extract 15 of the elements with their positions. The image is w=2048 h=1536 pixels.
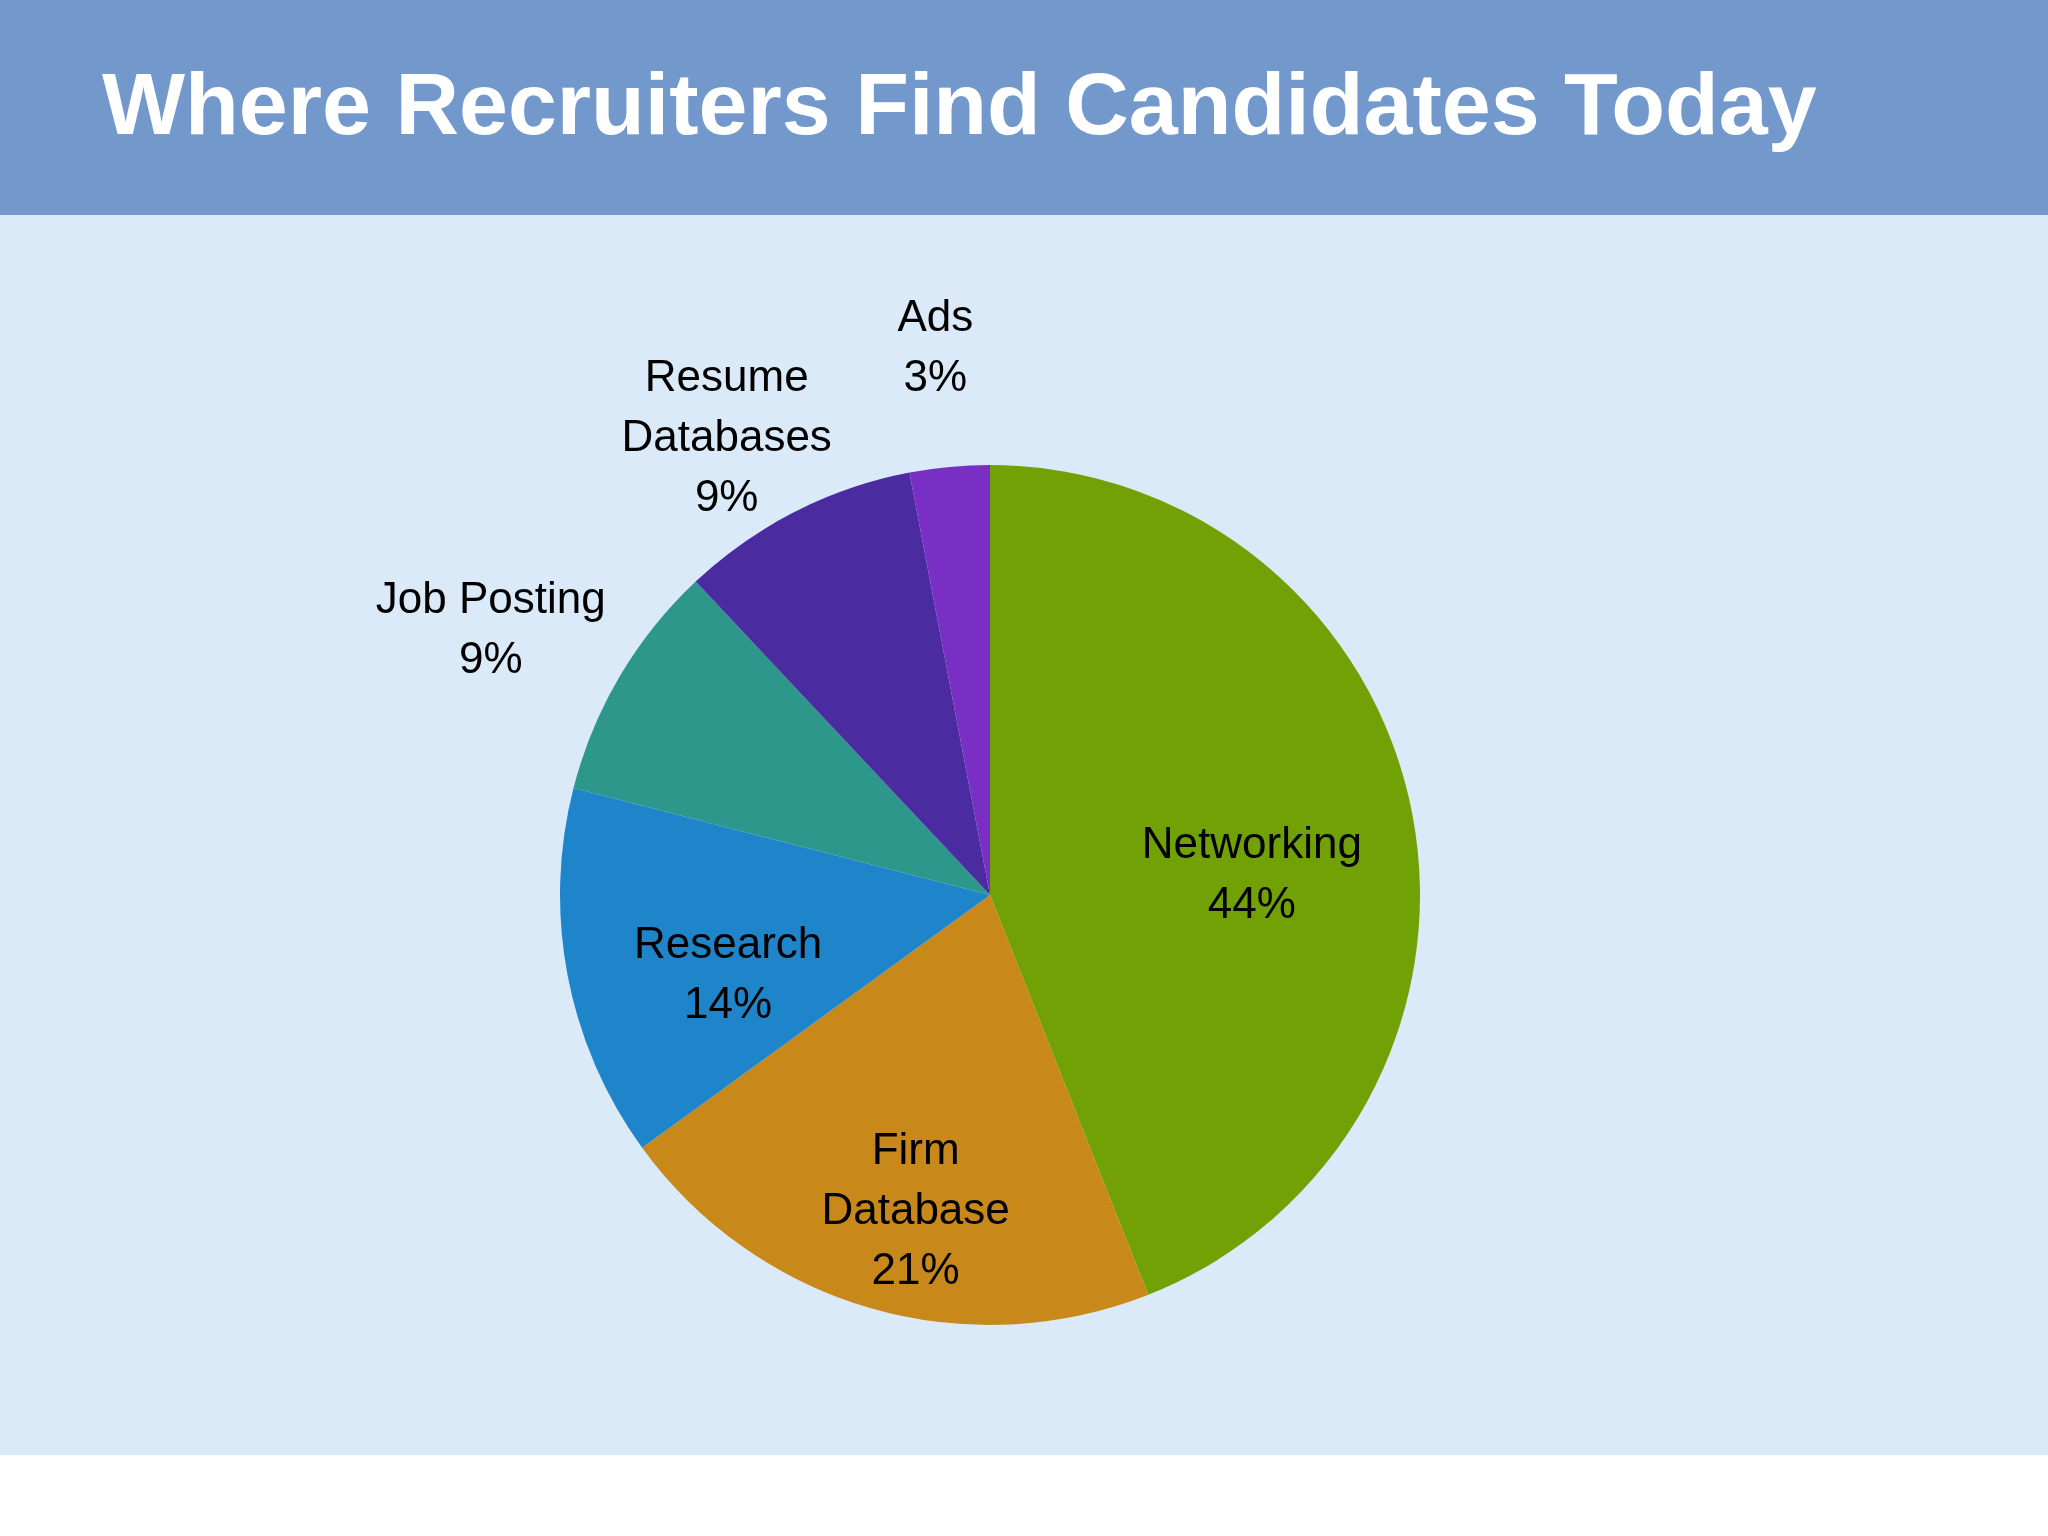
slice-label: Ads: [897, 290, 974, 340]
slice-label: Resume Databases: [621, 351, 832, 461]
data-label: 3%: [903, 350, 968, 400]
data-label: 21%: [871, 1244, 960, 1294]
data-label: 44%: [1207, 878, 1296, 928]
data-label: 14%: [684, 977, 773, 1027]
slice-label: Firm Database: [821, 1124, 1010, 1234]
slice-label: Job Posting: [375, 572, 606, 622]
data-label: 9%: [694, 471, 759, 521]
pie-slice: [909, 465, 990, 895]
slice-label: Research: [633, 917, 823, 967]
chart-title: Where Recruiters Find Candidates Today: [102, 53, 1817, 153]
slice-label: Networking: [1141, 818, 1362, 868]
pie-slice: [695, 472, 990, 895]
data-label: 9%: [458, 632, 523, 682]
